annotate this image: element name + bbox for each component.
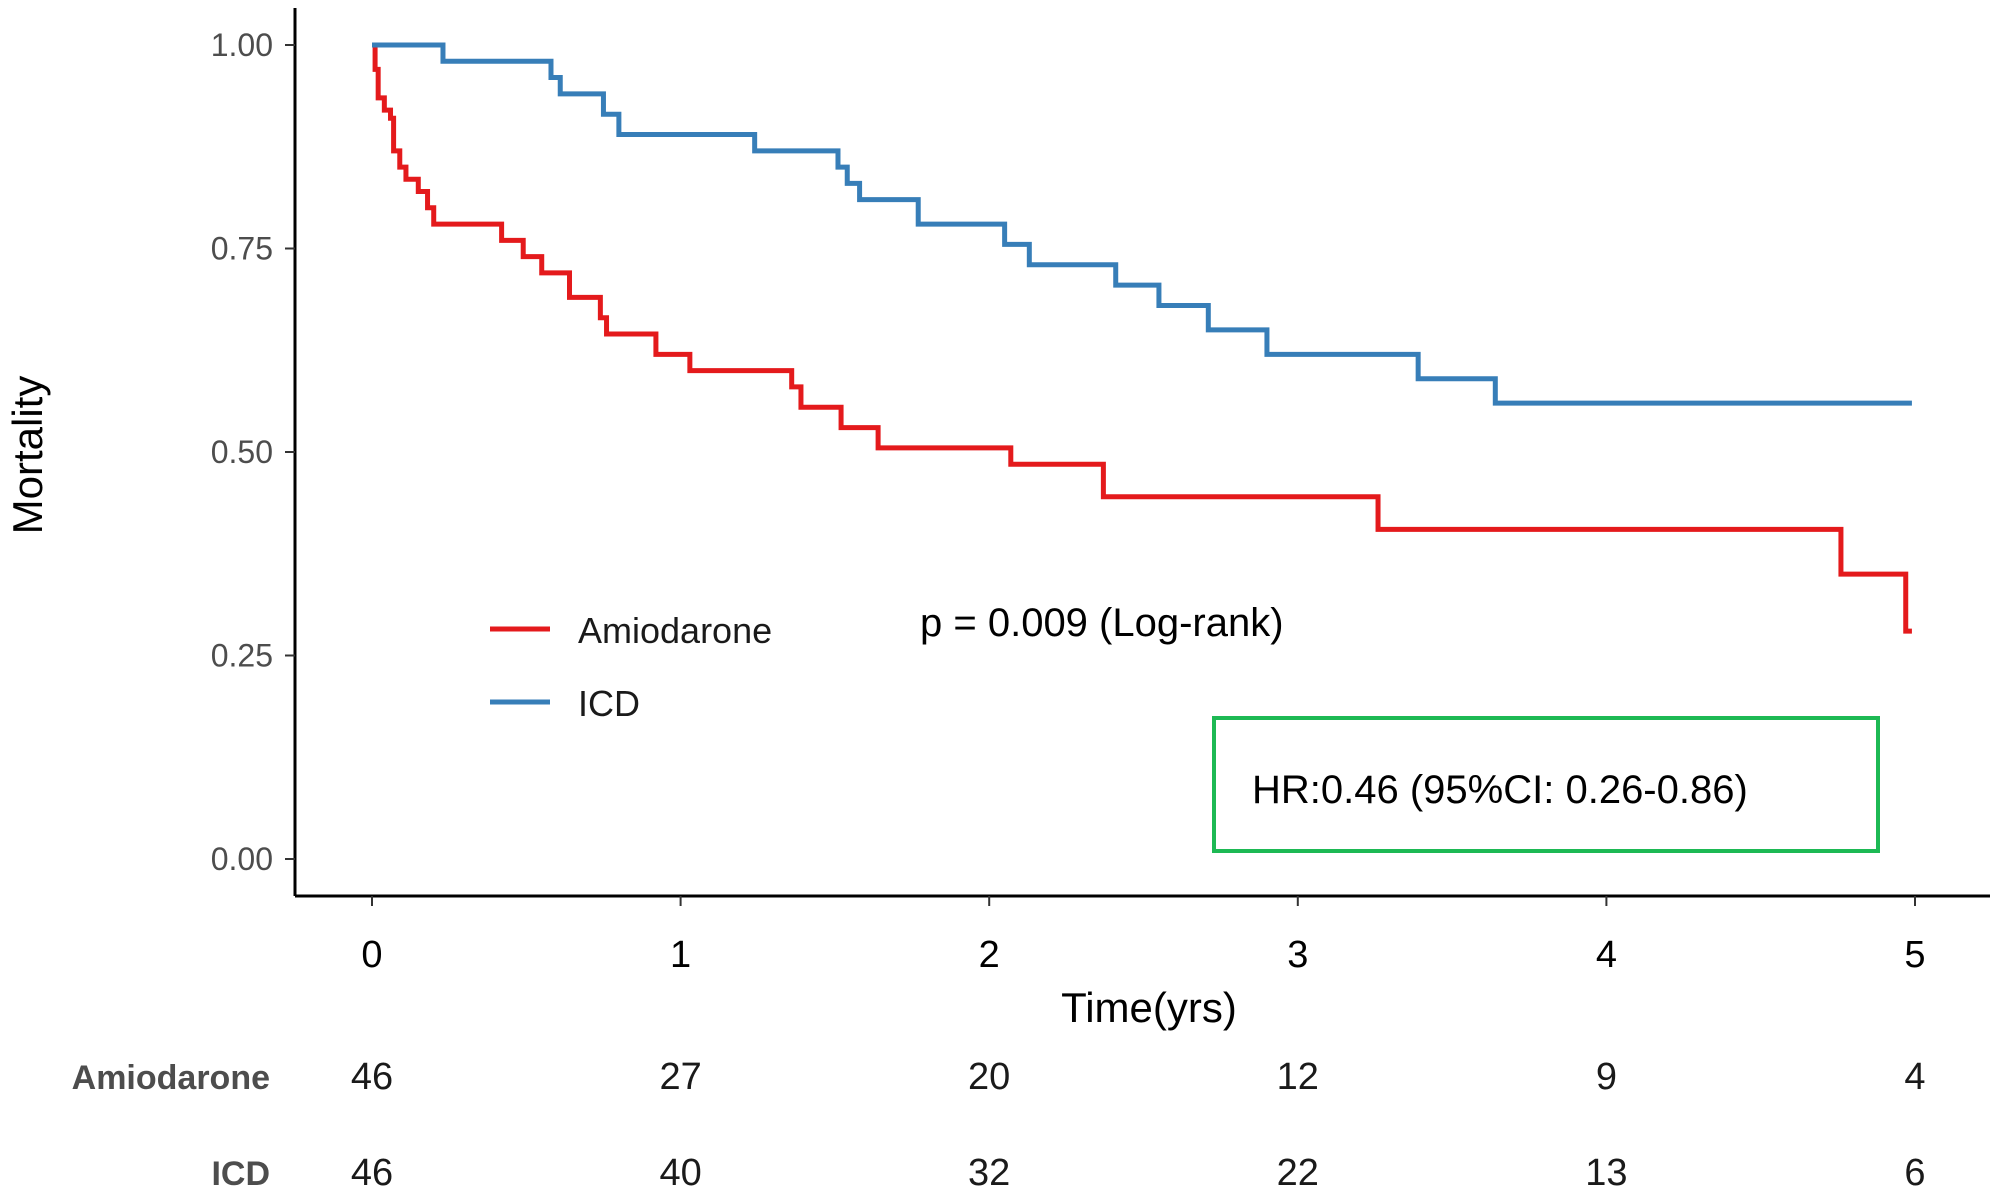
pvalue-annotation: p = 0.009 (Log-rank): [920, 601, 1284, 645]
x-ticks: 0 1 2 3 4 5: [361, 896, 1926, 976]
risk-value: 9: [1596, 1056, 1617, 1098]
y-axis-title: Mortality: [4, 376, 51, 535]
x-tick-label: 1: [670, 934, 691, 976]
y-ticks: 0.00 0.25 0.50 0.75 1.00: [211, 27, 295, 877]
risk-value: 46: [351, 1152, 393, 1194]
y-tick-label: 0.25: [211, 638, 273, 674]
risk-value: 27: [659, 1056, 701, 1098]
risk-value: 46: [351, 1056, 393, 1098]
x-tick-label: 5: [1904, 934, 1925, 976]
x-tick-label: 3: [1287, 934, 1308, 976]
risk-value: 22: [1277, 1152, 1319, 1194]
x-tick-label: 0: [361, 934, 382, 976]
legend-label-icd: ICD: [578, 683, 640, 724]
x-tick-label: 4: [1596, 934, 1617, 976]
axes: [293, 8, 1990, 898]
risk-value: 40: [659, 1152, 701, 1194]
y-tick-label: 0.00: [211, 841, 273, 877]
x-axis-title: Time(yrs): [1061, 984, 1237, 1031]
risk-values: 46 27 20 12 9 4 46 40 32 22 13 6: [351, 1056, 1926, 1194]
risk-row-label-amiodarone: Amiodarone: [72, 1059, 270, 1097]
hazard-ratio-box: HR:0.46 (95%CI: 0.26-0.86): [1212, 716, 1880, 853]
curve-icd: [372, 42, 1912, 406]
legend: Amiodarone ICD: [490, 610, 772, 724]
risk-value: 20: [968, 1056, 1010, 1098]
y-tick-label: 1.00: [211, 27, 273, 63]
x-tick-label: 2: [979, 934, 1000, 976]
hazard-ratio-box-border: [1212, 716, 1880, 853]
risk-row-label-icd: ICD: [211, 1155, 270, 1193]
risk-value: 4: [1904, 1056, 1925, 1098]
risk-table: Amiodarone ICD 46 27 20 12 9 4 46 40 32 22 13 6: [72, 1056, 1926, 1194]
risk-value: 12: [1277, 1056, 1319, 1098]
y-tick-label: 0.75: [211, 231, 273, 267]
y-tick-label: 0.50: [211, 434, 273, 470]
risk-value: 6: [1904, 1152, 1925, 1194]
hazard-ratio-text: HR:0.46 (95%CI: 0.26-0.86): [1252, 768, 1748, 812]
risk-value: 32: [968, 1152, 1010, 1194]
risk-value: 13: [1585, 1152, 1627, 1194]
curve-amiodarone: [372, 42, 1912, 634]
survival-curves: [372, 42, 1912, 634]
legend-label-amiodarone: Amiodarone: [578, 610, 772, 651]
